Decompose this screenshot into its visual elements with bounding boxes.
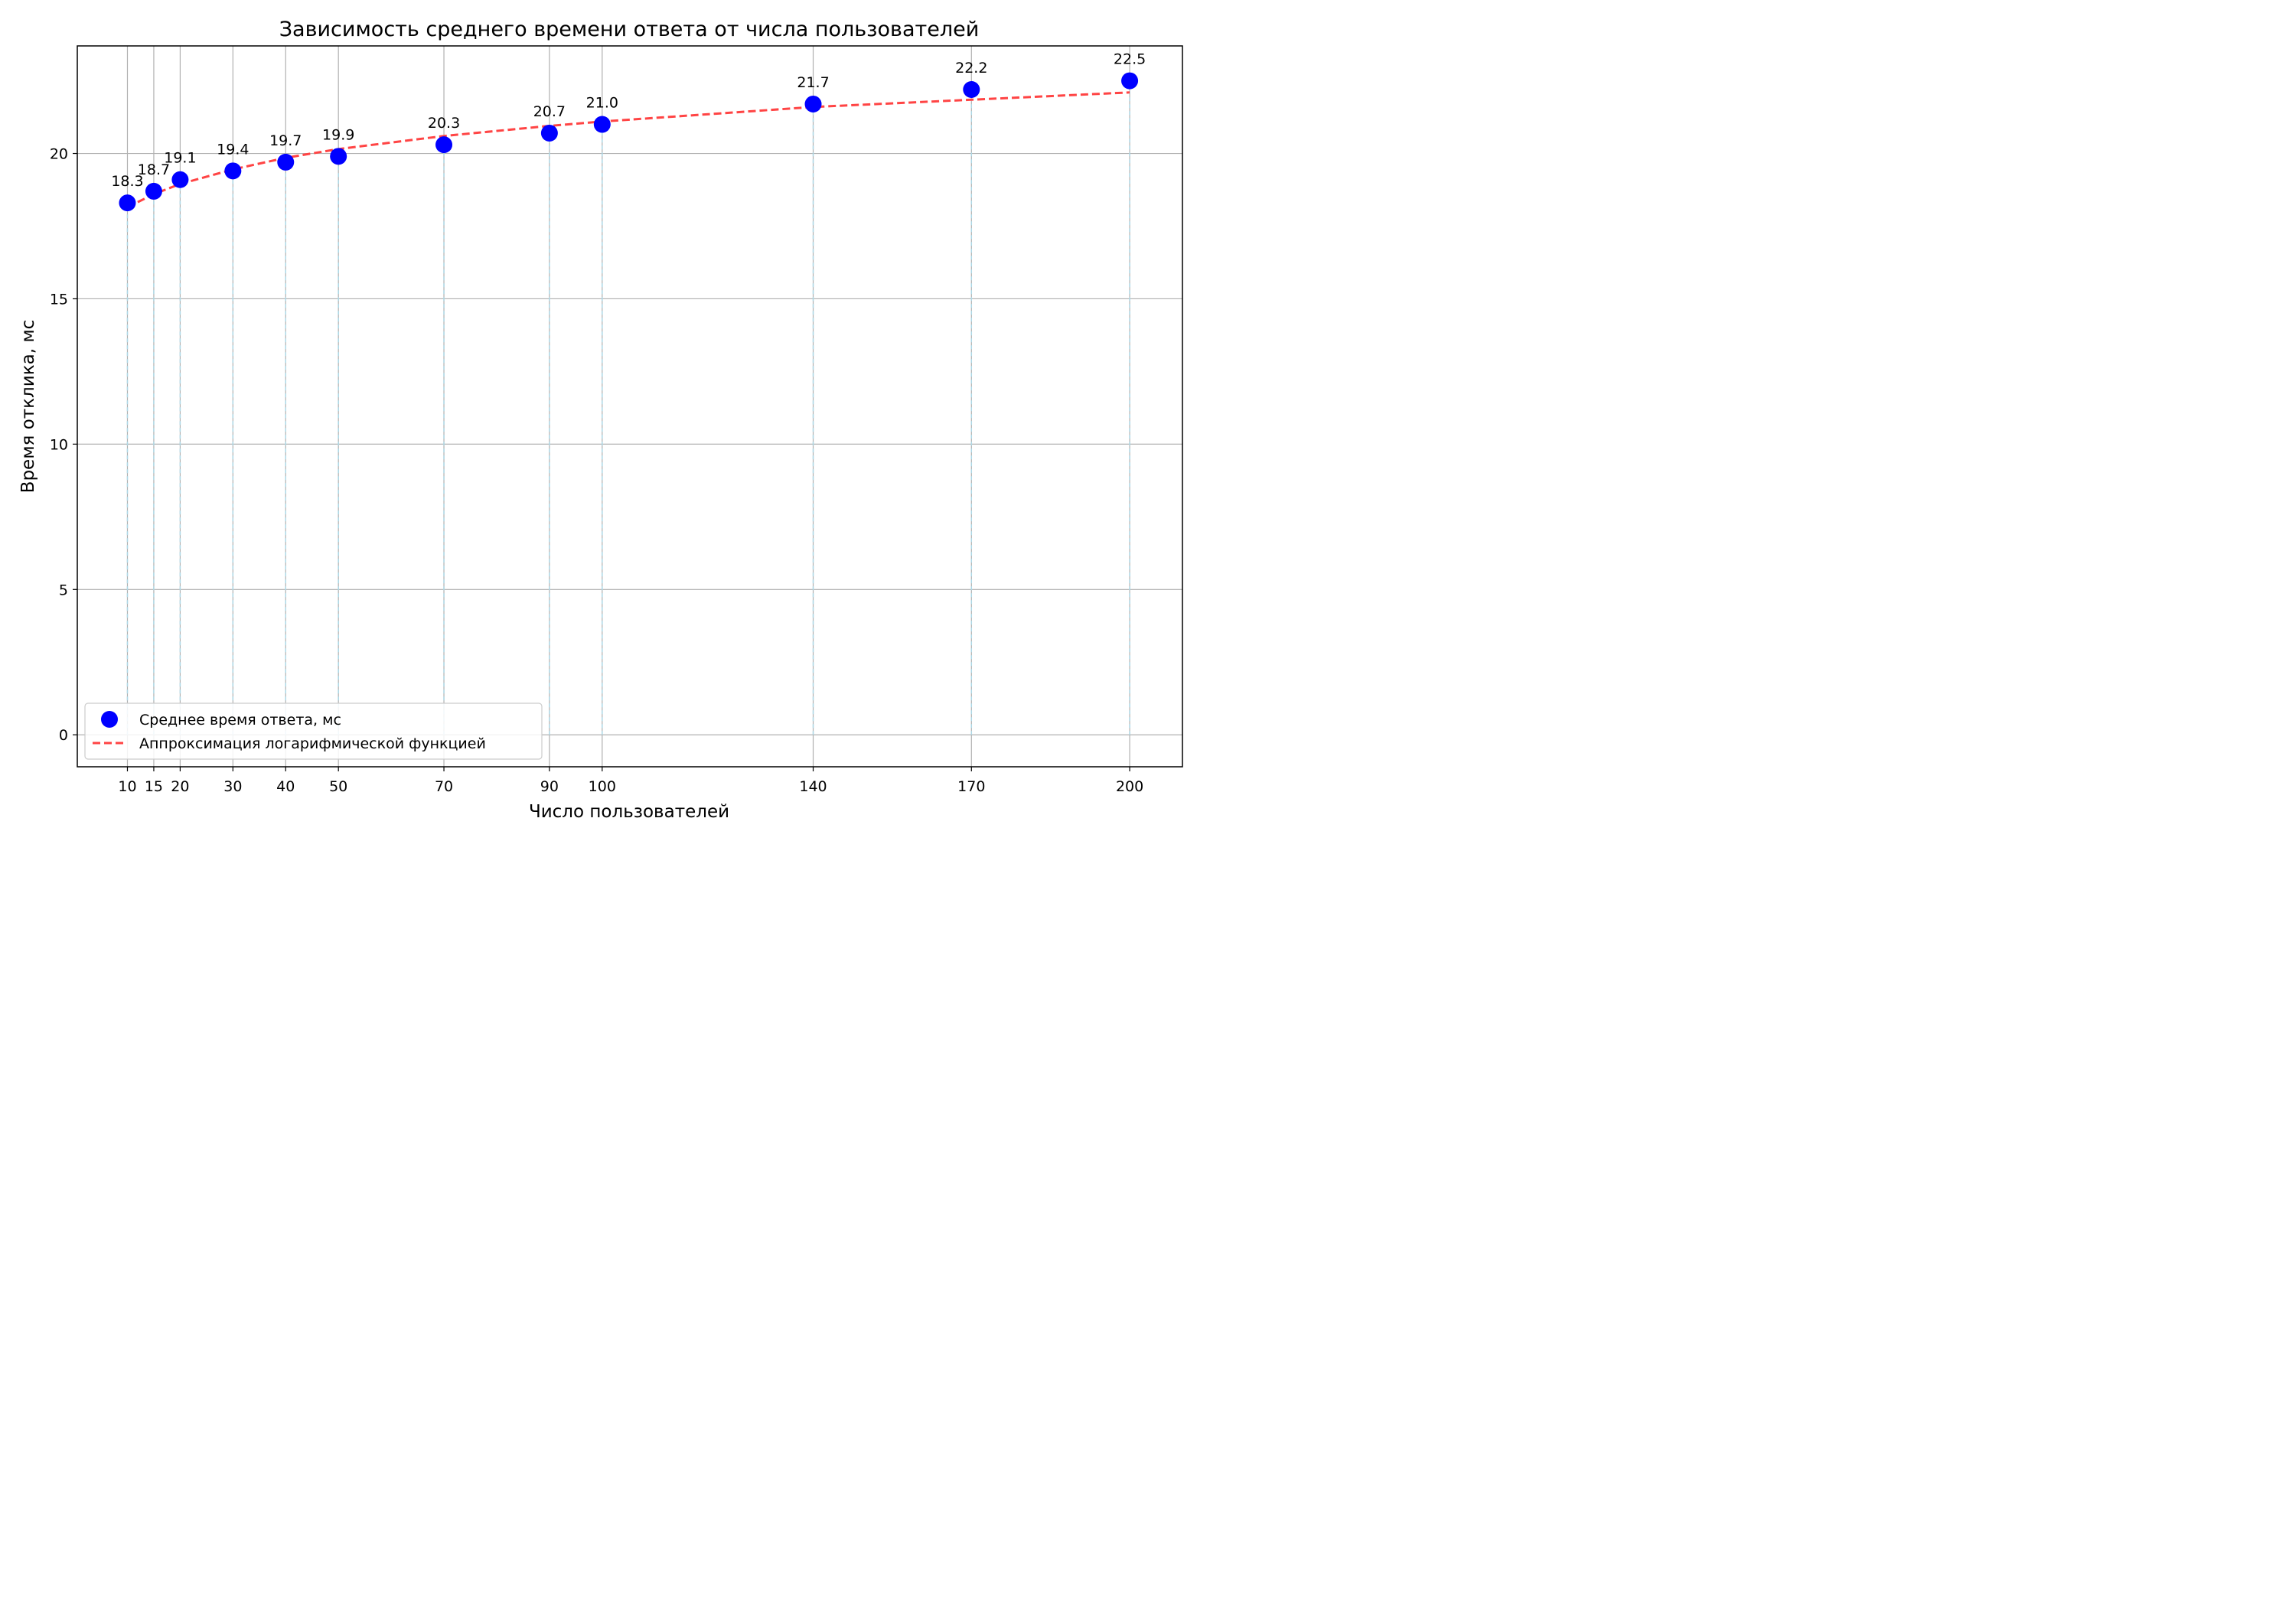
grid-lines <box>77 46 1182 767</box>
x-tick-label: 10 <box>118 778 136 795</box>
data-point <box>330 148 347 165</box>
fit-line <box>126 91 1130 209</box>
x-axis-label: Число пользователей <box>529 802 729 822</box>
data-point <box>804 95 822 112</box>
x-tick-label: 170 <box>957 778 985 795</box>
data-label: 19.1 <box>164 150 196 167</box>
y-tick-label: 20 <box>50 146 68 163</box>
data-label: 20.7 <box>533 103 566 120</box>
y-axis-ticks: 0 5 10 15 20 <box>50 146 77 744</box>
data-point <box>277 153 295 171</box>
x-tick-label: 200 <box>1116 778 1143 795</box>
legend: Среднее время ответа, мс Аппроксимация л… <box>84 702 543 760</box>
data-label: 22.2 <box>955 60 987 77</box>
data-point <box>171 171 189 188</box>
x-axis-ticks: 10 15 20 30 40 50 70 90 100 140 170 200 <box>118 767 1143 795</box>
data-label: 21.7 <box>797 74 829 91</box>
data-label: 18.3 <box>111 173 143 190</box>
data-points <box>119 72 1139 212</box>
y-tick-label: 5 <box>59 582 68 598</box>
data-label: 22.5 <box>1114 51 1146 68</box>
y-axis-label: Время отклика, мс <box>18 320 38 494</box>
x-tick-label: 70 <box>435 778 453 795</box>
x-tick-label: 30 <box>223 778 242 795</box>
x-tick-label: 100 <box>589 778 616 795</box>
data-point <box>224 162 242 180</box>
plot-frame <box>77 45 1183 768</box>
data-label: 20.3 <box>428 115 460 132</box>
legend-fit-label: Аппроксимация логарифмической функцией <box>139 735 486 752</box>
y-tick-label: 0 <box>59 727 68 744</box>
data-point <box>145 182 162 200</box>
x-tick-label: 20 <box>171 778 189 795</box>
legend-scatter-marker <box>101 711 118 728</box>
x-tick-label: 140 <box>799 778 827 795</box>
data-point <box>963 80 980 98</box>
data-point <box>593 116 611 133</box>
x-tick-label: 40 <box>276 778 295 795</box>
y-tick-label: 10 <box>50 436 68 453</box>
x-tick-label: 15 <box>145 778 163 795</box>
x-tick-label: 50 <box>329 778 347 795</box>
data-label: 19.7 <box>269 132 302 149</box>
data-label: 19.9 <box>322 126 354 143</box>
x-tick-label: 90 <box>540 778 559 795</box>
data-label: 19.4 <box>217 141 249 158</box>
data-labels: 18.318.719.1 19.4 19.7 19.9 20.3 20.7 21.0 21.7… <box>111 51 1146 191</box>
drop-lines <box>126 80 1130 735</box>
data-point <box>435 136 453 154</box>
y-tick-label: 15 <box>50 291 68 308</box>
chart-title: Зависимость среднего времени ответа от ч… <box>279 18 980 41</box>
legend-box <box>84 702 543 760</box>
data-label: 21.0 <box>586 95 618 112</box>
data-point <box>540 124 558 142</box>
data-label: 18.7 <box>138 161 170 178</box>
chart: Зависимость среднего времени ответа от ч… <box>18 18 1183 822</box>
data-point <box>1121 72 1139 90</box>
data-point <box>119 194 136 212</box>
legend-scatter-label: Среднее время ответа, мс <box>139 712 341 729</box>
